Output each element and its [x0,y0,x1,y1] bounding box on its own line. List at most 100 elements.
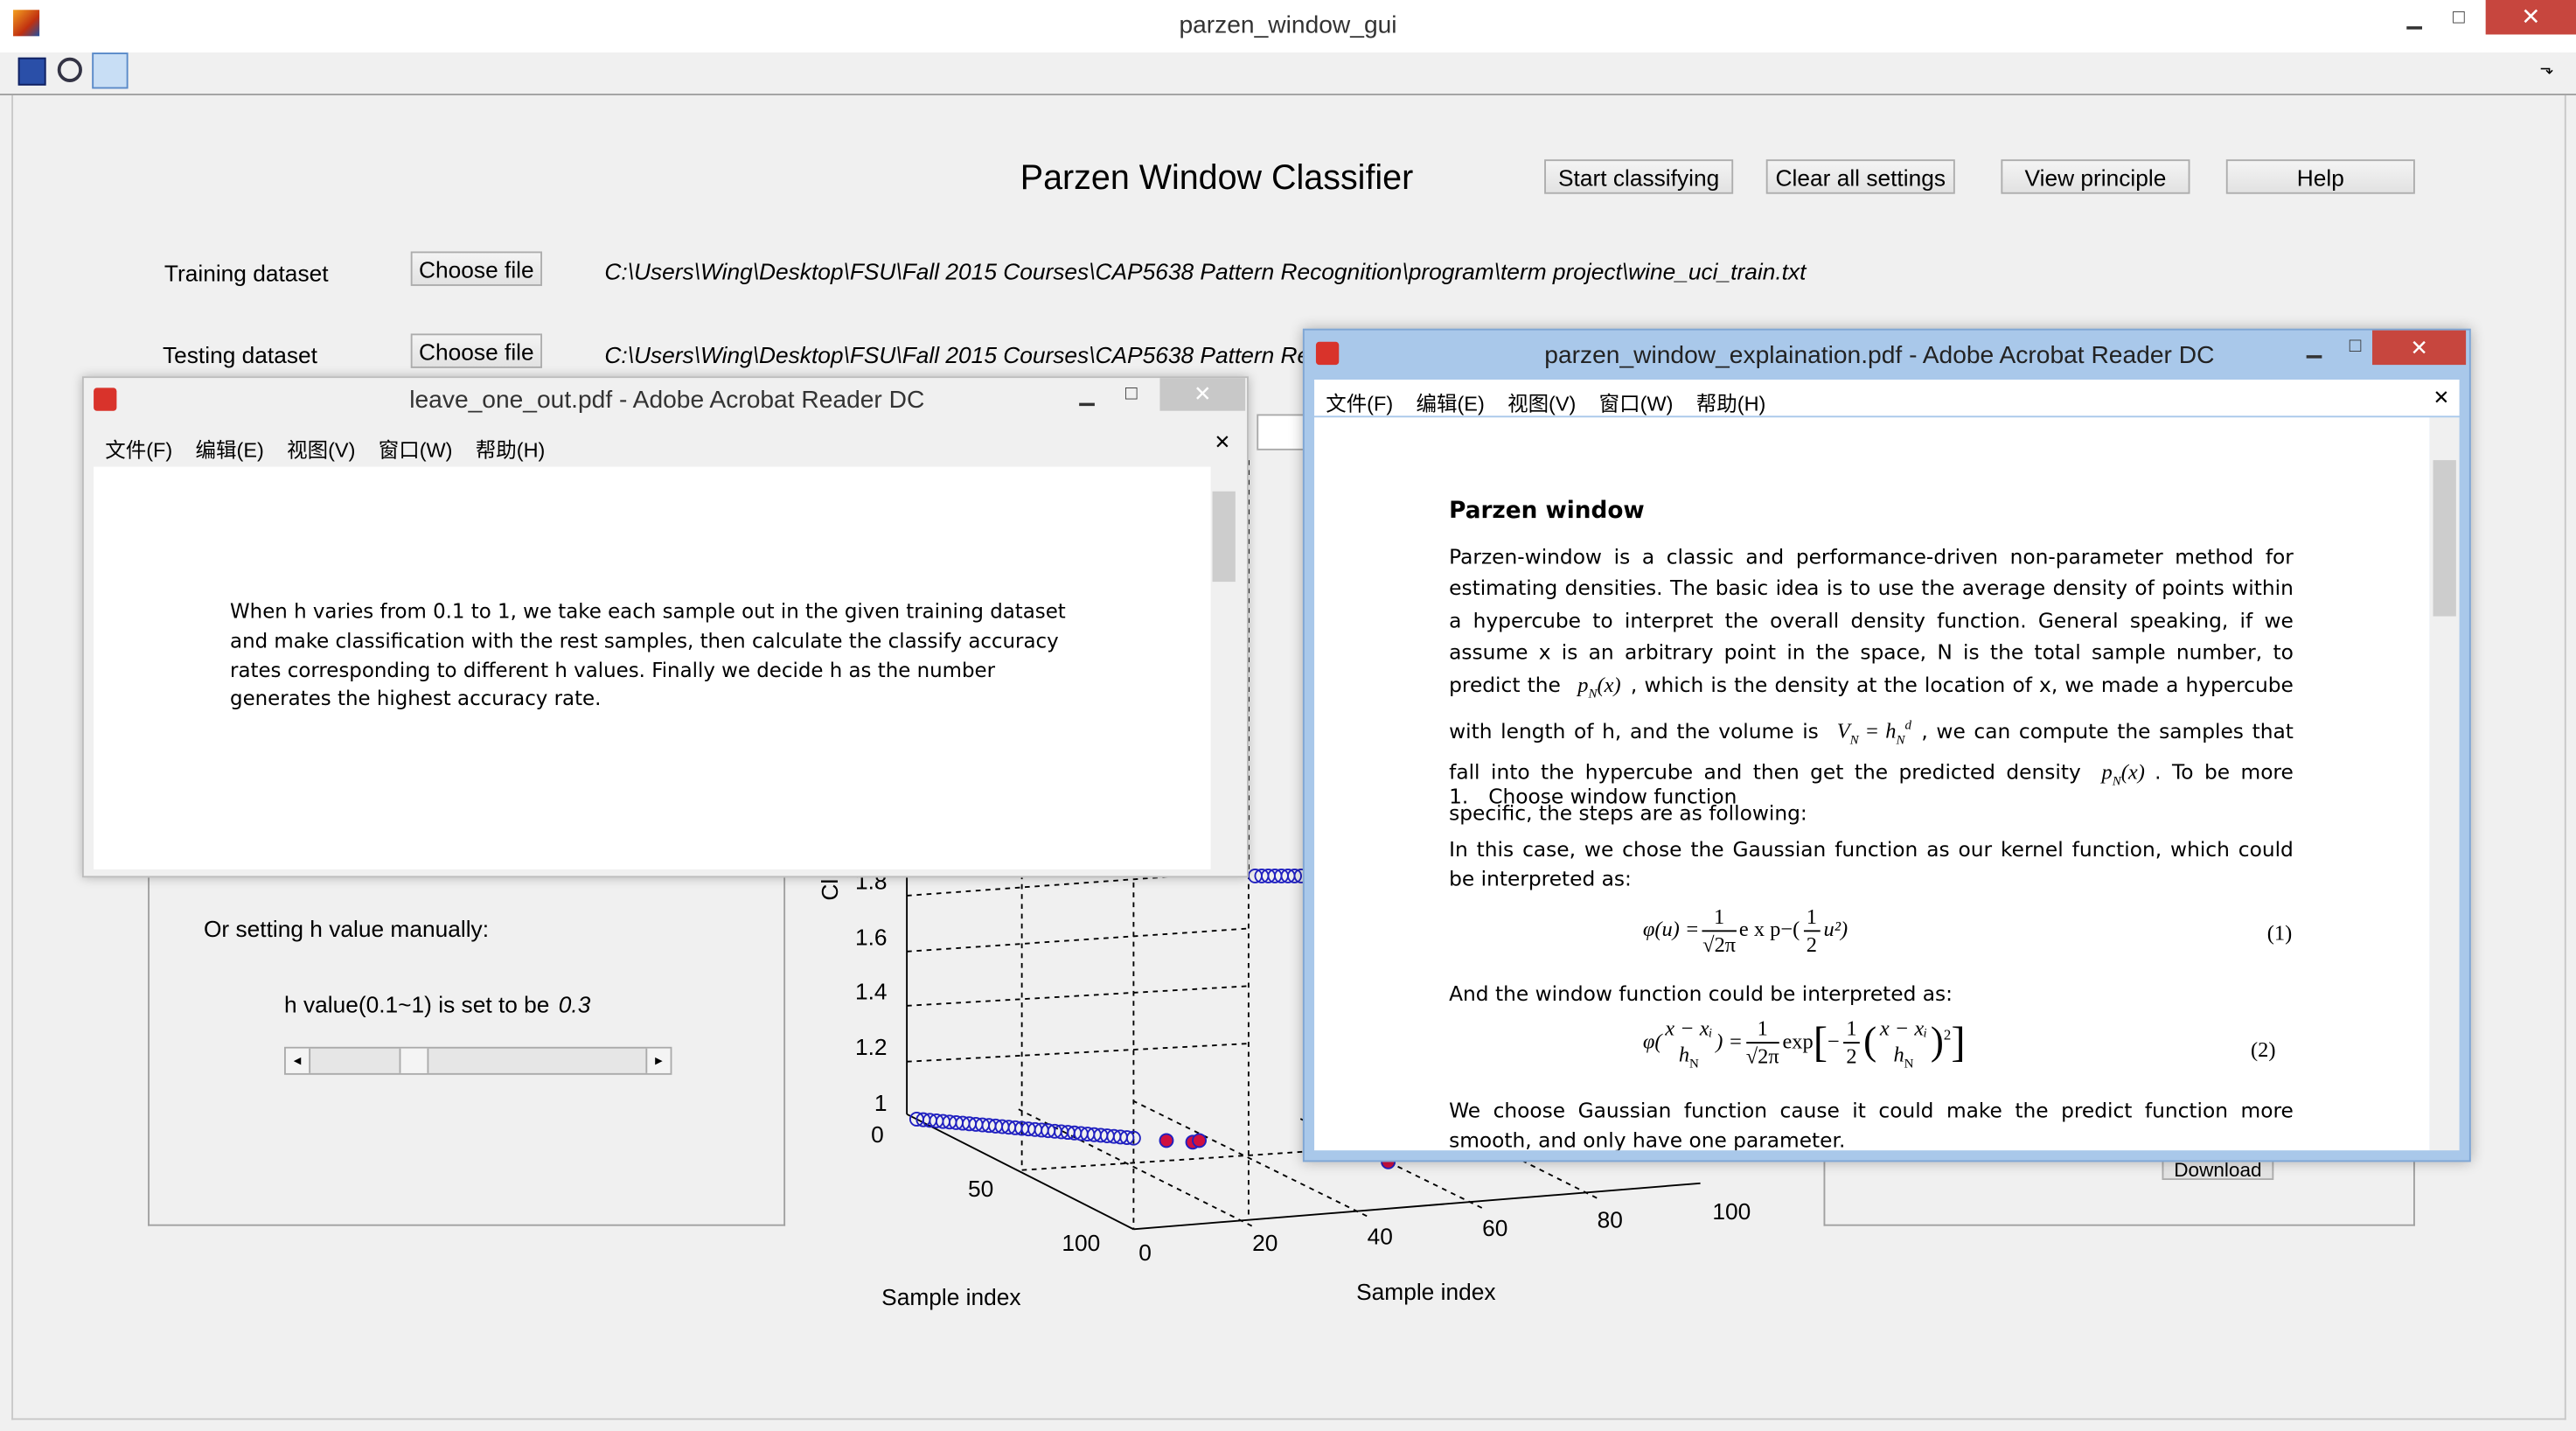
scrollbar[interactable] [2429,417,2460,1151]
help-button[interactable]: Help [2225,159,2415,194]
eq-part: x − xᵢ [1879,1016,1928,1041]
menu-item[interactable]: 视图(V) [287,438,356,462]
toolbar-dock[interactable]: ⬎ [2539,60,2554,80]
math: pN(x) [2101,759,2144,788]
minimize-button[interactable]: ▁ [1079,382,1095,407]
pdf-title: parzen_window_explaination.pdf - Adobe A… [1544,341,2215,370]
eq-part: ) = [1716,1028,1743,1053]
z-tick-label: 1 [874,1090,888,1116]
fraction: 1 √2π [1745,1016,1779,1071]
scrollbar[interactable] [1210,466,1237,869]
datacursor-icon[interactable] [92,52,129,89]
step-number: 1. [1449,784,1469,809]
math-base: V [1836,717,1850,743]
grid-line [907,985,1249,1007]
eq-part: − [1828,1028,1840,1053]
z-tick-label: 1.2 [855,1034,888,1060]
eq-part: φ( [1642,1028,1662,1053]
training-choose-button[interactable]: Choose file [410,251,543,286]
clear-button[interactable]: Clear all settings [1765,159,1955,194]
menu-item[interactable]: 编辑(E) [195,438,264,462]
text: , we can compute the samples that fall i… [1449,717,2294,785]
scroll-thumb[interactable] [2433,460,2456,617]
save-icon[interactable] [17,57,46,86]
training-path: C:\Users\Wing\Desktop\FSU\Fall 2015 Cour… [604,257,1807,285]
menu-item[interactable]: 窗口(W) [1598,393,1674,416]
close-button[interactable]: ✕ [1159,378,1246,411]
menu-item[interactable]: 编辑(E) [1416,393,1485,416]
manual-label: Or setting h value manually: [203,915,490,942]
eq-part: √2π [1745,1044,1779,1069]
math-sub: N [1896,732,1905,748]
pdf-paragraph: Parzen-window is a classic and performan… [1449,541,2294,828]
math-eq: = [1866,717,1878,743]
eq-part: √2π [1702,932,1737,957]
maximize-button[interactable]: □ [1124,380,1138,405]
menu-item[interactable]: 帮助(H) [475,438,546,462]
minimize-button[interactable]: ▁ [2406,6,2422,30]
menu-close[interactable]: ✕ [2433,386,2450,409]
equation-number: (1) [2266,920,2293,946]
eq-part: 1 [1803,904,1821,932]
z-axis-label: Cl [817,879,843,901]
menu-item[interactable]: 帮助(H) [1695,393,1766,416]
figure-frame [11,94,2566,1421]
menu-bar [1314,380,2460,416]
pdf-page: When h varies from 0.1 to 1, we take eac… [94,466,1211,869]
menu-item[interactable]: 文件(F) [1326,393,1394,416]
eq-part: N [1689,1056,1699,1072]
z-tick-label: 0 [871,1121,884,1148]
close-button[interactable]: ✕ [2372,330,2467,366]
step-text: Choose window function [1488,784,1737,809]
pdf-title: leave_one_out.pdf - Adobe Acrobat Reader… [409,386,925,415]
menu-item[interactable]: 窗口(W) [378,438,453,462]
testing-choose-button[interactable]: Choose file [410,333,543,368]
rotate-icon[interactable] [57,57,82,82]
plot-point [1159,1133,1174,1148]
pdf-window-right: parzen_window_explaination.pdf - Adobe A… [1302,328,2471,1162]
window-title: parzen_window_gui [1179,11,1397,40]
eq-part: u²) [1823,916,1848,941]
menu-item[interactable]: 视图(V) [1507,393,1577,416]
eq-part: exp [1782,1028,1814,1053]
start-button[interactable]: Start classifying [1544,159,1734,194]
eq-part: 1 [1702,904,1737,932]
x-tick-label: 100 [1712,1198,1751,1225]
fraction: x − xᵢ hN [1880,1016,1927,1071]
maximize-button[interactable]: □ [2453,4,2465,28]
close-button[interactable]: ✕ [2485,0,2576,35]
plot-axes [906,870,1701,1231]
z-tick-label: 1.4 [855,978,888,1004]
x-tick-label: 40 [1368,1223,1393,1249]
y-tick-label: 50 [968,1176,993,1202]
eq-part: φ(u) = [1642,916,1700,941]
minimize-button[interactable]: ▁ [2306,335,2322,359]
slider-thumb[interactable] [399,1048,429,1073]
scroll-thumb[interactable] [1212,491,1236,583]
eq-part: 1 [1745,1016,1779,1044]
slider-right[interactable]: ▸ [645,1048,671,1073]
menu-close[interactable]: ✕ [1214,430,1231,454]
h-slider[interactable]: ◂ ▸ [284,1046,672,1075]
plot-point [1287,868,1302,883]
pdf-icon [94,387,117,411]
equation-number: (2) [2250,1037,2276,1062]
eq-part: 1 [1842,1016,1861,1044]
text: Parzen-window is a classic and performan… [1449,543,2294,696]
eq-part: h [1893,1042,1904,1067]
eq-part: N [1904,1056,1914,1072]
pdf-paragraph: And the window function could be interpr… [1449,981,1953,1006]
pdf-paragraph: When h varies from 0.1 to 1, we take eac… [230,599,1066,711]
slider-left[interactable]: ◂ [285,1048,311,1073]
principle-button[interactable]: View principle [2001,159,2190,194]
y-axis-label: Sample index [881,1284,1020,1310]
result-panel [1823,1134,2415,1226]
fraction: 1 √2π [1702,904,1737,958]
app-icon [13,10,40,37]
math: pN(x) [1577,672,1620,701]
x-tick-label: 60 [1482,1215,1507,1241]
math-sub: N [2112,773,2121,788]
grid-line [1018,1108,1253,1227]
maximize-button[interactable]: □ [2349,333,2362,357]
menu-item[interactable]: 文件(F) [105,438,173,462]
